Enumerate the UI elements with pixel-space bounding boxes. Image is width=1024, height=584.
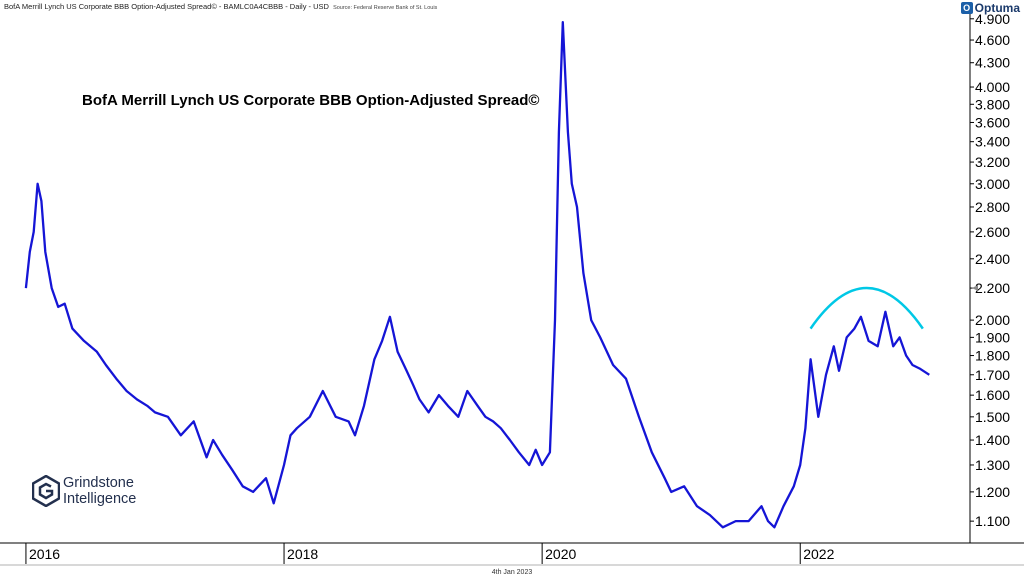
- logo-line1: Grindstone: [63, 475, 134, 491]
- y-tick-label: 1.300: [975, 457, 1010, 473]
- x-tick-label: 2016: [29, 546, 60, 562]
- y-tick-label: 4.000: [975, 79, 1010, 95]
- y-tick-label: 4.600: [975, 32, 1010, 48]
- y-tick-label: 1.700: [975, 367, 1010, 383]
- chart-title: BofA Merrill Lynch US Corporate BBB Opti…: [82, 92, 540, 109]
- logo-line2: Intelligence: [63, 491, 137, 507]
- y-tick-label: 2.000: [975, 312, 1010, 328]
- y-tick-label: 1.200: [975, 484, 1010, 500]
- y-tick-label: 1.100: [975, 513, 1010, 529]
- footer-date: 4th Jan 2023: [491, 569, 533, 576]
- chart-header: BofA Merrill Lynch US Corporate BBB Opti…: [4, 2, 437, 11]
- logo-text: Grindstone Intelligence: [63, 475, 136, 507]
- y-tick-label: 1.400: [975, 432, 1010, 448]
- last-value-marker: [972, 285, 978, 292]
- brand-name: Optuma: [974, 1, 1020, 15]
- series-layer: [24, 21, 930, 529]
- series-line: [24, 21, 930, 529]
- y-tick-label: 1.500: [975, 409, 1010, 425]
- x-tick-label: 2020: [545, 546, 576, 562]
- y-tick-label: 3.600: [975, 114, 1010, 130]
- y-tick-label: 2.200: [975, 280, 1010, 296]
- brand: O Optuma: [960, 1, 1020, 15]
- annotation-layer: [809, 287, 924, 330]
- y-tick-label: 1.800: [975, 348, 1010, 364]
- y-tick-label: 3.000: [975, 176, 1010, 192]
- y-tick-label: 1.600: [975, 387, 1010, 403]
- y-tick-label: 3.200: [975, 154, 1010, 170]
- y-tick-label: 3.400: [975, 134, 1010, 150]
- annotation-arc: [809, 287, 924, 330]
- y-tick-label: 3.800: [975, 96, 1010, 112]
- y-axis: 1.100 1.200 1.300 1.400 1.500 1.600 1.700 1.800…: [969, 8, 1010, 543]
- source-note: Source: Federal Reserve Bank of St. Loui…: [333, 5, 438, 11]
- watermark-logo: Grindstone Intelligence: [32, 475, 136, 507]
- x-tick-label: 2018: [287, 546, 318, 562]
- x-tick-label: 2022: [803, 546, 834, 562]
- y-tick-label: 2.800: [975, 199, 1010, 215]
- y-tick-label: 2.600: [975, 224, 1010, 240]
- y-tick-label: 2.400: [975, 251, 1010, 267]
- optuma-logo-icon: O: [960, 2, 973, 14]
- y-tick-label: 4.300: [975, 55, 1010, 71]
- y-tick-label: 1.900: [975, 329, 1010, 345]
- y-tick-label: 4.900: [975, 11, 1010, 27]
- series-description: BofA Merrill Lynch US Corporate BBB Opti…: [4, 2, 329, 11]
- x-axis: 2016 2018 2020 2022: [0, 542, 1024, 566]
- hexagon-g-logo-icon: [32, 475, 60, 507]
